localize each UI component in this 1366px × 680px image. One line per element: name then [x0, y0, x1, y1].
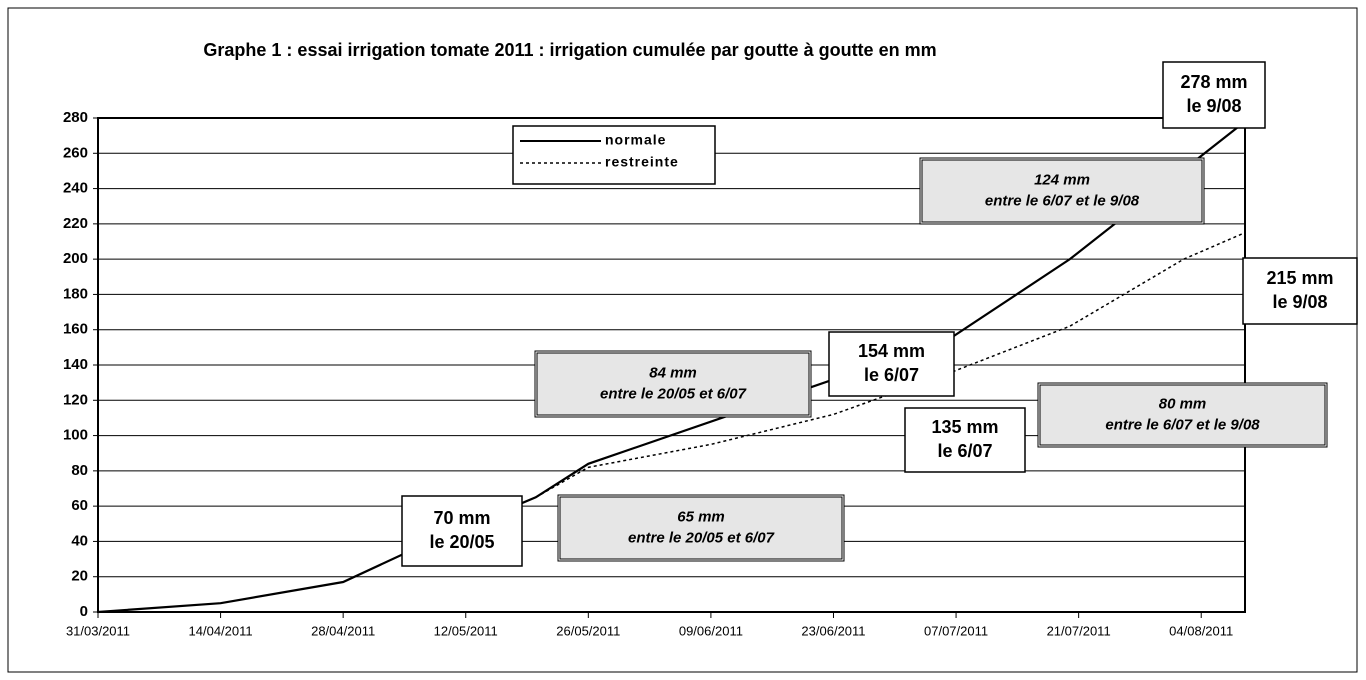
y-tick-label: 280 [63, 109, 88, 126]
annotation-text: 124 mm [1034, 171, 1090, 188]
y-tick-label: 120 [63, 391, 88, 408]
y-tick-label: 60 [71, 497, 88, 514]
y-tick-label: 80 [71, 462, 88, 479]
annotation-text: 70 mm [433, 508, 490, 528]
x-tick-label: 04/08/2011 [1169, 623, 1233, 638]
x-tick-label: 23/06/2011 [801, 623, 865, 638]
y-tick-label: 40 [71, 532, 88, 549]
legend-label: normale [605, 132, 666, 148]
x-tick-label: 14/04/2011 [189, 623, 253, 638]
chart-title: Graphe 1 : essai irrigation tomate 2011 … [203, 40, 937, 60]
x-tick-label: 07/07/2011 [924, 623, 988, 638]
annotation-text: le 9/08 [1186, 96, 1241, 116]
annotation-text: entre le 20/05 et 6/07 [600, 385, 747, 402]
annotation-box [904, 407, 1026, 473]
y-tick-label: 20 [71, 568, 88, 585]
annotation-text: entre le 20/05 et 6/07 [628, 529, 775, 546]
legend-label: restreinte [605, 154, 679, 170]
annotation-text: 80 mm [1159, 395, 1207, 412]
y-tick-label: 140 [63, 356, 88, 373]
y-tick-label: 200 [63, 250, 88, 267]
x-tick-label: 09/06/2011 [679, 623, 743, 638]
annotation-box [828, 331, 955, 397]
x-tick-label: 21/07/2011 [1047, 623, 1111, 638]
annotation-text: 154 mm [858, 341, 925, 361]
y-tick-label: 260 [63, 144, 88, 161]
annotation-box [536, 352, 810, 416]
annotation-text: 84 mm [649, 364, 697, 381]
annotation-text: entre le 6/07 et le 9/08 [1105, 416, 1260, 433]
annotation-box [1039, 384, 1326, 446]
y-tick-label: 160 [63, 321, 88, 338]
y-tick-label: 220 [63, 215, 88, 232]
frame [7, 7, 1358, 673]
y-tick-label: 240 [63, 180, 88, 197]
x-tick-label: 12/05/2011 [434, 623, 498, 638]
plot-area [97, 117, 1246, 613]
annotation-text: le 6/07 [937, 441, 992, 461]
annotation-text: 215 mm [1266, 268, 1333, 288]
series-line [97, 120, 1246, 614]
y-tick-label: 0 [80, 603, 88, 620]
x-tick-label: 28/04/2011 [311, 623, 375, 638]
x-tick-label: 31/03/2011 [66, 623, 130, 638]
annotation-text: 65 mm [677, 508, 725, 525]
y-tick-label: 100 [63, 427, 88, 444]
y-tick-label: 180 [63, 285, 88, 302]
annotation-text: le 20/05 [429, 532, 494, 552]
annotation-box [1242, 257, 1358, 325]
annotation-box [559, 496, 843, 560]
legend-box [512, 125, 716, 185]
annotation-text: entre le 6/07 et le 9/08 [985, 192, 1140, 209]
annotation-box [1162, 61, 1266, 129]
annotation-box [401, 495, 523, 567]
annotation-text: le 9/08 [1272, 292, 1327, 312]
annotation-text: le 6/07 [864, 365, 919, 385]
annotation-text: 135 mm [931, 417, 998, 437]
series-line [535, 231, 1246, 498]
annotation-box [921, 159, 1203, 223]
annotation-text: 278 mm [1180, 72, 1247, 92]
x-tick-label: 26/05/2011 [556, 623, 620, 638]
